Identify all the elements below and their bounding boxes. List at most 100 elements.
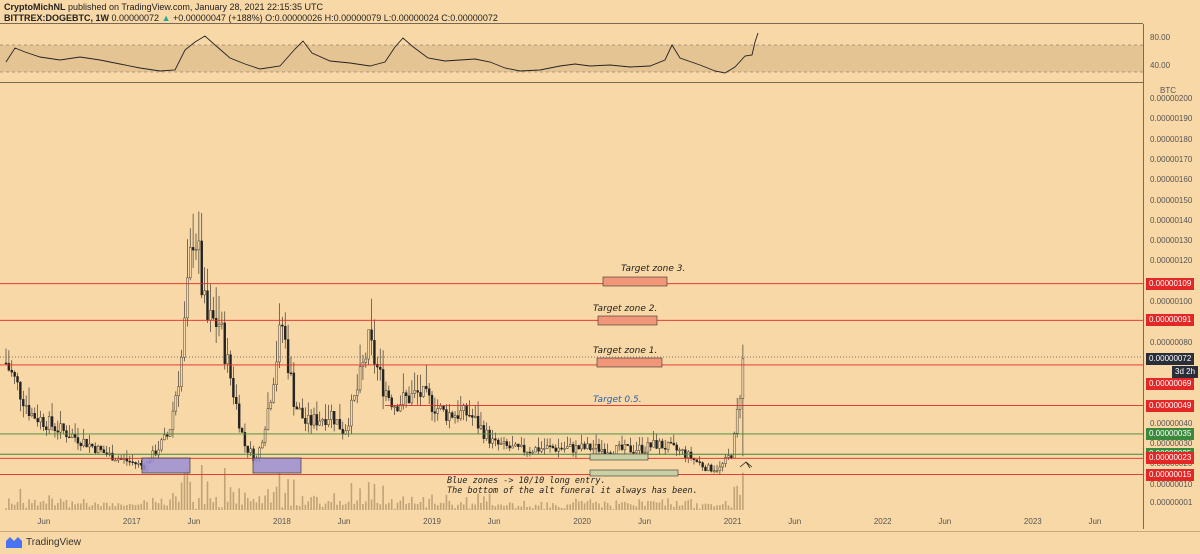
candle-body [57,431,59,432]
volume-bar [682,505,684,510]
candle-body [204,291,206,295]
volume-bar [276,487,278,510]
candle-body [437,409,439,414]
candle-body [693,459,695,460]
volume-bar [37,505,39,510]
target-zone-2-label: Target zone 2. [593,304,657,314]
candle-body [451,413,453,418]
volume-bar [379,504,381,510]
volume-bar [336,505,338,510]
candle-body [160,440,162,450]
volume-bar [423,497,425,510]
volume-bar [284,493,286,510]
volume-bar [348,502,350,510]
candle-body [558,448,560,451]
volume-bar [74,504,76,510]
candle-body [350,400,352,426]
volume-bar [659,503,661,510]
volume-bar [22,503,24,510]
volume-bar [532,508,534,510]
candle-body [163,435,165,440]
volume-bar [581,501,583,510]
candle-body [601,449,603,451]
blue-zone-2018 [253,458,301,473]
volume-bar [51,499,53,510]
price-axis-label: 3d 2h [1172,366,1198,378]
candle-body [299,408,301,409]
volume-bar [388,503,390,510]
tradingview-brand[interactable]: TradingView [26,537,81,548]
candle-body [670,442,672,443]
volume-bar [538,506,540,510]
candle-body [454,416,456,418]
candle-body [379,367,381,369]
volume-bar [630,504,632,510]
candle-body [330,411,332,419]
volume-bar [650,501,652,510]
volume-bar [644,506,646,510]
volume-bar [169,499,171,510]
volume-bar [549,508,551,510]
candle-body [206,291,208,321]
volume-bar [201,465,203,510]
volume-bar [731,507,733,510]
candle-body [22,399,24,406]
candle-body [676,445,678,450]
volume-bar [279,473,281,510]
volume-bar [598,503,600,510]
volume-bar [555,505,557,510]
volume-bar [66,500,68,510]
volume-bar [710,504,712,510]
price-axis-label: 0.00000109 [1146,278,1194,290]
candle-body [322,419,324,421]
volume-bar [164,505,166,510]
candle-body [394,407,396,408]
volume-bar [451,505,453,510]
volume-bar [83,499,85,510]
volume-bar [89,507,91,510]
volume-bar [175,496,177,510]
volume-bar [94,502,96,510]
price-tick-label: 0.00000010 [1150,480,1192,489]
volume-bar [103,503,105,510]
volume-bar [377,503,379,510]
candle-body [195,250,197,251]
volume-bar [725,501,727,510]
volume-bar [402,496,404,510]
volume-bar [322,507,324,510]
volume-bar [558,507,560,510]
volume-bar [613,509,615,510]
candle-body [373,340,375,364]
candle-body [549,446,551,447]
candle-body [673,443,675,445]
candle-body [198,241,200,250]
volume-bar [696,503,698,510]
candle-body [63,424,65,431]
volume-bar [345,504,347,510]
candle-body [365,359,367,362]
candle-body [382,369,384,396]
price-axis-label: 0.00000015 [1146,469,1194,481]
candle-body [546,446,548,449]
candle-body [135,462,137,464]
tradingview-logo-icon[interactable] [6,537,22,548]
candle-body [443,406,445,410]
volume-bar [77,503,79,510]
candle-body [627,444,629,445]
volume-bar [575,499,577,510]
candle-body [86,439,88,447]
volume-bar [221,507,223,510]
volume-bar [526,507,528,510]
candle-body [468,415,470,416]
volume-bar [437,505,439,510]
volume-bar [123,506,125,510]
volume-bar [561,508,563,510]
rsi-tick-label: 80.00 [1150,33,1171,42]
candle-body [28,405,30,415]
volume-bar [14,505,16,510]
candle-body [209,310,211,320]
candle-body [129,461,131,462]
volume-bar [584,503,586,510]
volume-bar [385,504,387,510]
